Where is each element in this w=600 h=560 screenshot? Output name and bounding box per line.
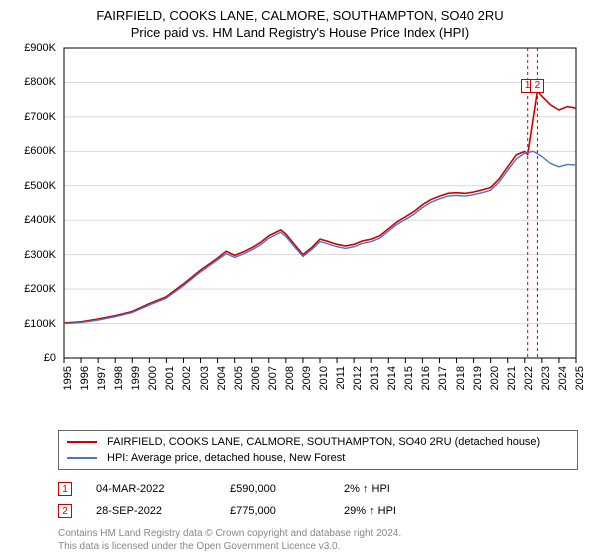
event-pct-1: 2% ↑ HPI — [344, 483, 464, 495]
y-tick-label: £0 — [12, 352, 56, 364]
x-tick-label: 2005 — [233, 366, 245, 390]
x-tick-label: 2002 — [181, 366, 193, 390]
legend-item-property: FAIRFIELD, COOKS LANE, CALMORE, SOUTHAMP… — [67, 434, 569, 450]
event-date-2: 28-SEP-2022 — [96, 505, 206, 517]
x-tick-label: 2024 — [557, 366, 569, 390]
x-tick-label: 2019 — [472, 366, 484, 390]
x-tick-label: 2001 — [164, 366, 176, 390]
chart-title-line1: FAIRFIELD, COOKS LANE, CALMORE, SOUTHAMP… — [12, 8, 588, 23]
x-tick-label: 2023 — [540, 366, 552, 390]
x-tick-label: 1998 — [113, 366, 125, 390]
x-tick-label: 2013 — [369, 366, 381, 390]
x-tick-label: 1996 — [79, 366, 91, 390]
event-row-1: 1 04-MAR-2022 £590,000 2% ↑ HPI — [58, 478, 578, 500]
x-tick-label: 2007 — [267, 366, 279, 390]
x-tick-label: 2018 — [455, 366, 467, 390]
x-tick-label: 2009 — [301, 366, 313, 390]
x-tick-label: 2021 — [506, 366, 518, 390]
x-tick-label: 2010 — [318, 366, 330, 390]
x-tick-label: 2022 — [523, 366, 535, 390]
events-table: 1 04-MAR-2022 £590,000 2% ↑ HPI 2 28-SEP… — [58, 478, 578, 522]
plot-area: £0 £100K £200K £300K £400K £500K £600K £700K £80… — [12, 44, 588, 424]
x-tick-label: 2020 — [489, 366, 501, 390]
x-tick-label: 2016 — [420, 366, 432, 390]
y-tick-label: £400K — [12, 214, 56, 226]
x-tick-label: 2011 — [335, 366, 347, 390]
x-tick-label: 2017 — [437, 366, 449, 390]
footer-line-2: This data is licensed under the Open Gov… — [58, 541, 578, 554]
event-price-1: £590,000 — [230, 483, 320, 495]
x-tick-label: 2008 — [284, 366, 296, 390]
footer: Contains HM Land Registry data © Crown c… — [58, 528, 578, 553]
event-marker-1: 1 — [58, 482, 72, 496]
x-tick-label: 2004 — [216, 366, 228, 390]
x-tick-label: 1999 — [130, 366, 142, 390]
x-tick-label: 2012 — [352, 366, 364, 390]
y-tick-label: £300K — [12, 249, 56, 261]
x-tick-label: 2025 — [574, 366, 586, 390]
chart-container: FAIRFIELD, COOKS LANE, CALMORE, SOUTHAMP… — [0, 0, 600, 560]
y-tick-label: £200K — [12, 283, 56, 295]
y-tick-label: £800K — [12, 76, 56, 88]
x-tick-label: 2015 — [403, 366, 415, 390]
x-tick-label: 2000 — [147, 366, 159, 390]
x-tick-label: 2003 — [199, 366, 211, 390]
legend-swatch-hpi — [67, 457, 97, 459]
event-price-2: £775,000 — [230, 505, 320, 517]
event-row-2: 2 28-SEP-2022 £775,000 29% ↑ HPI — [58, 500, 578, 522]
y-tick-label: £600K — [12, 145, 56, 157]
footer-line-1: Contains HM Land Registry data © Crown c… — [58, 528, 578, 541]
event-date-1: 04-MAR-2022 — [96, 483, 206, 495]
x-tick-label: 2006 — [250, 366, 262, 390]
y-tick-label: £700K — [12, 111, 56, 123]
legend-item-hpi: HPI: Average price, detached house, New … — [67, 450, 569, 466]
x-tick-label: 1995 — [62, 366, 74, 390]
event-marker-2: 2 — [58, 504, 72, 518]
x-tick-label: 1997 — [96, 366, 108, 390]
chart-titles: FAIRFIELD, COOKS LANE, CALMORE, SOUTHAMP… — [12, 8, 588, 40]
x-tick-label: 2014 — [386, 366, 398, 390]
chart-callout: 2 — [530, 79, 544, 93]
legend: FAIRFIELD, COOKS LANE, CALMORE, SOUTHAMP… — [58, 430, 578, 470]
chart-title-line2: Price paid vs. HM Land Registry's House … — [12, 25, 588, 40]
legend-label-hpi: HPI: Average price, detached house, New … — [107, 452, 345, 464]
event-pct-2: 29% ↑ HPI — [344, 505, 464, 517]
y-tick-label: £900K — [12, 42, 56, 54]
y-tick-label: £500K — [12, 180, 56, 192]
y-tick-label: £100K — [12, 318, 56, 330]
legend-label-property: FAIRFIELD, COOKS LANE, CALMORE, SOUTHAMP… — [107, 436, 540, 448]
legend-swatch-property — [67, 441, 97, 443]
